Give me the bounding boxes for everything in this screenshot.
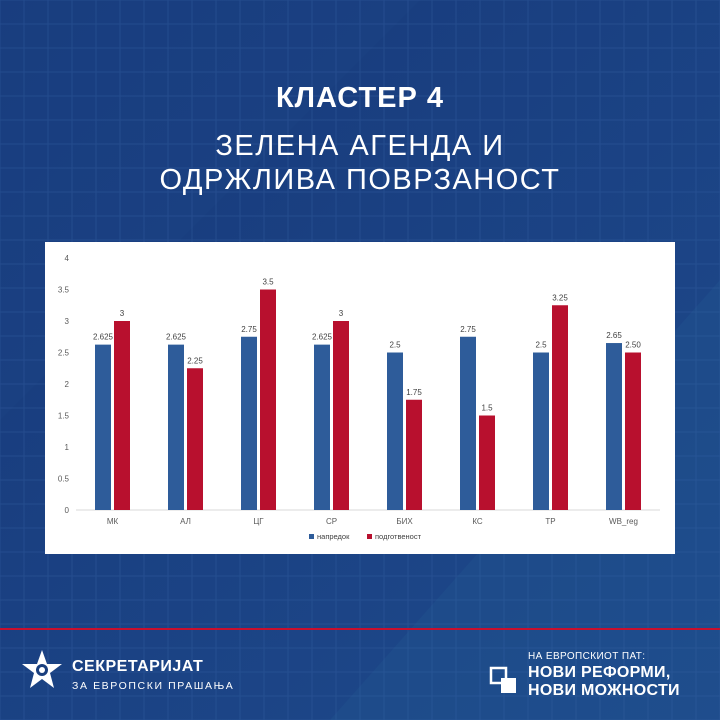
bar-подготвеност-ЦГ — [260, 289, 276, 510]
campaign-line2: НОВИ МОЖНОСТИ — [528, 682, 680, 699]
data-label: 2.65 — [606, 331, 622, 340]
bar-подготвеност-БИХ — [406, 399, 422, 510]
bar-напредок-СР — [314, 344, 330, 510]
y-tick-label: 3.5 — [58, 286, 70, 295]
bar-напредок-АЛ — [168, 344, 184, 510]
data-label: 2.625 — [166, 333, 187, 342]
cluster-title: КЛАСТЕР 4 — [275, 82, 445, 114]
org-name: СЕКРЕТАРИЈАТ — [72, 658, 204, 675]
bar-напредок-МК — [95, 344, 111, 510]
data-label: 2.5 — [389, 341, 401, 350]
campaign-line1: НОВИ РЕФОРМИ, — [528, 664, 671, 681]
bar-подготвеност-ТР — [552, 305, 568, 510]
y-tick-label: 2 — [65, 380, 70, 389]
chart-card: 0 0.5 1 1.5 2 2.5 3 3.5 4 2.625 3 МК 2.625 2.25 АЛ 2.75… — [45, 242, 675, 554]
data-label: 2.50 — [625, 341, 641, 350]
y-tick-label: 4 — [65, 254, 70, 263]
bar-подготвеност-СР — [333, 321, 349, 510]
campaign-small-text: НА ЕВРОПСКИОТ ПАТ: — [528, 651, 646, 662]
data-label: 1.75 — [406, 388, 422, 397]
bar-подготвеност-АЛ — [187, 368, 203, 510]
bar-напредок-ЦГ — [241, 336, 257, 510]
star-people-logo-icon — [22, 650, 62, 688]
bar-подготвеност-МК — [114, 321, 130, 510]
cluster-subtitle-line1: ЗЕЛЕНА АГЕНДА И — [215, 130, 505, 162]
x-tick-label: WB_reg — [609, 517, 638, 526]
x-tick-label: ТР — [545, 517, 555, 526]
data-label: 2.75 — [241, 325, 257, 334]
bar-напредок-WB_reg — [606, 343, 622, 510]
x-tick-label: КС — [472, 517, 483, 526]
y-tick-label: 3 — [65, 317, 70, 326]
y-tick-label: 2.5 — [58, 349, 70, 358]
bar-напредок-БИХ — [387, 352, 403, 510]
x-tick-label: СР — [326, 517, 337, 526]
data-label: 3.25 — [552, 293, 568, 302]
data-label: 3.5 — [262, 278, 274, 287]
red-divider-line — [0, 628, 720, 630]
bar-напредок-ТР — [533, 352, 549, 510]
org-subtitle: ЗА ЕВРОПСКИ ПРАШАЊА — [72, 680, 235, 692]
y-tick-label: 0 — [65, 506, 70, 515]
bar-напредок-КС — [460, 336, 476, 510]
data-label: 2.75 — [460, 325, 476, 334]
data-label: 1.5 — [481, 404, 493, 413]
data-label: 3 — [339, 309, 344, 318]
x-tick-label: АЛ — [180, 517, 191, 526]
bar-подготвеност-КС — [479, 415, 495, 510]
legend-swatch — [367, 534, 372, 539]
legend-swatch — [309, 534, 314, 539]
x-tick-label: БИХ — [396, 517, 413, 526]
y-tick-label: 0.5 — [58, 475, 70, 484]
y-tick-label: 1.5 — [58, 412, 70, 421]
legend-label: напредок — [317, 532, 350, 541]
x-tick-label: ЦГ — [253, 517, 264, 526]
squares-logo-icon — [489, 666, 516, 693]
bar-подготвеност-WB_reg — [625, 352, 641, 510]
data-label: 2.5 — [535, 341, 547, 350]
legend-label: подготвеност — [375, 532, 422, 541]
data-label: 2.25 — [187, 356, 203, 365]
x-tick-label: МК — [107, 517, 119, 526]
bar-chart: 0 0.5 1 1.5 2 2.5 3 3.5 4 2.625 3 МК 2.625 2.25 АЛ 2.75… — [58, 254, 660, 541]
data-label: 2.625 — [93, 333, 114, 342]
y-tick-label: 1 — [65, 443, 70, 452]
data-label: 2.625 — [312, 333, 333, 342]
data-label: 3 — [120, 309, 125, 318]
cluster-subtitle-line2: ОДРЖЛИВА ПОВРЗАНОСТ — [159, 164, 561, 196]
